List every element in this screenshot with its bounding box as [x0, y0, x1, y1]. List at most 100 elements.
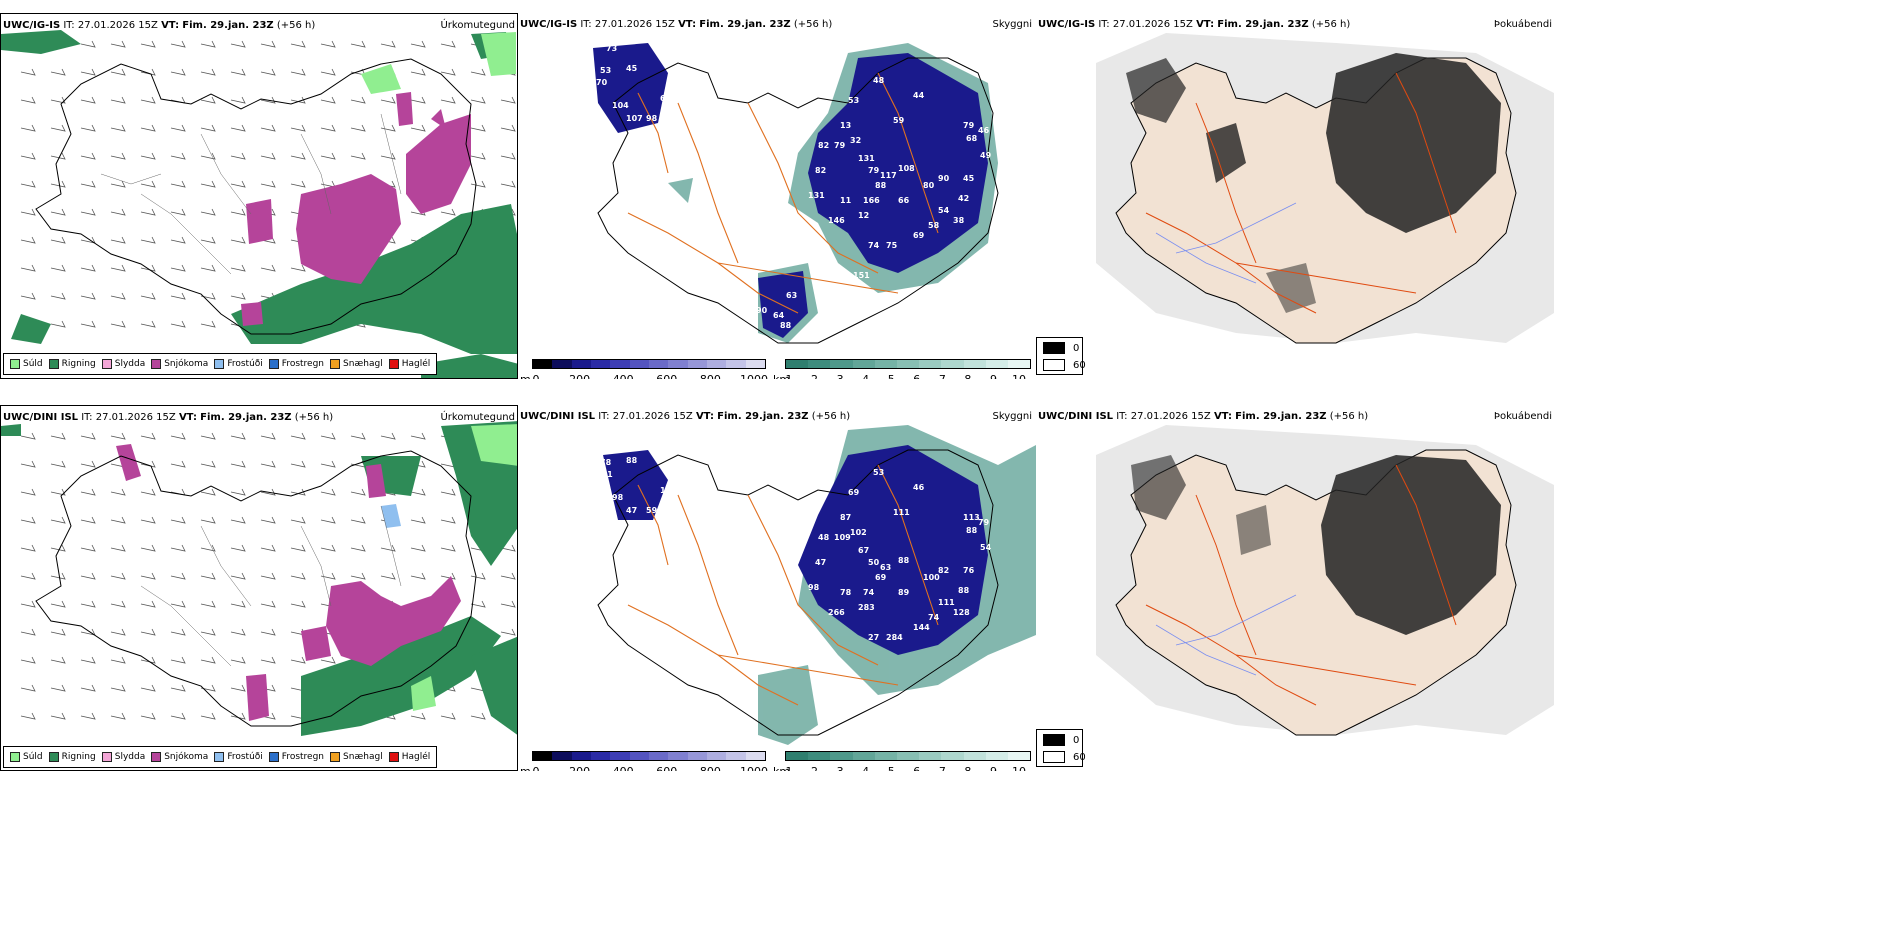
model-name: UWC/IG-IS [3, 20, 61, 31]
lead-time: (+56 h) [294, 412, 334, 423]
colorbar-tick: 800 [700, 373, 721, 379]
fog-legend-label-60: 60 [1073, 751, 1086, 763]
wind-barb [140, 544, 156, 552]
iceland-coastline [35, 450, 477, 727]
wind-barb [200, 152, 216, 160]
colorbar-tick: 600 [656, 373, 677, 379]
wind-barb [230, 68, 246, 76]
visibility-value-label: 64 [773, 311, 785, 320]
vt-label: VT: [178, 412, 197, 423]
visibility-value-label: 112 [753, 201, 770, 210]
colorbar-tick: 200 [569, 765, 590, 771]
colorbar-tick: 8 [964, 373, 971, 379]
colorbar-tick: 2 [811, 373, 818, 379]
precip-legend-label: Slydda [114, 359, 146, 369]
wind-barb [170, 628, 186, 636]
wind-barb [140, 600, 156, 608]
colorbar-cells [785, 751, 1031, 761]
wind-barb [50, 488, 66, 496]
wind-barb [410, 40, 426, 48]
wind-barb [170, 516, 186, 524]
wind-barb [320, 124, 336, 132]
wind-barb [380, 544, 396, 552]
wind-barb [260, 180, 276, 188]
wind-barb [410, 432, 426, 440]
wind-barb [140, 68, 156, 76]
wind-barb [140, 684, 156, 692]
wind-barb [50, 712, 66, 720]
wind-barb [50, 320, 66, 328]
vt-value: Fim. 29.jan. 23Z [699, 19, 791, 30]
wind-barb [230, 628, 246, 636]
wind-barb [410, 124, 426, 132]
wind-barb [80, 320, 96, 328]
wind-barb [260, 460, 276, 468]
visibility-value-label: 144 [913, 623, 930, 632]
wind-barb [380, 152, 396, 160]
colorbar-cell [552, 752, 572, 760]
wind-barb [20, 152, 36, 160]
wind-barb [20, 628, 36, 636]
colorbar-cell [919, 360, 942, 368]
wind-barb [410, 572, 426, 580]
precip-legend-item: Frostúði [214, 752, 263, 762]
colorbar-tick: 2 [811, 765, 818, 771]
colorbar-cell [590, 752, 611, 760]
colorbar-tick: 10 [1012, 765, 1026, 771]
colorbar-cell [610, 752, 630, 760]
colorbar-cell [687, 752, 707, 760]
precip-legend-label: Frostúði [227, 752, 263, 762]
fog-panel-label: Þokuábendi [1493, 19, 1552, 30]
wind-barb [500, 96, 516, 104]
precip-legend-item: Frostúði [214, 359, 263, 369]
colorbar-cell [533, 360, 553, 368]
visibility-value-label: 46 [913, 483, 925, 492]
wind-barb [260, 488, 276, 496]
wind-barb [440, 516, 456, 524]
wind-barb [140, 292, 156, 300]
wind-barb [20, 96, 36, 104]
precip-legend-label: Rigning [61, 359, 96, 369]
wind-barb [200, 460, 216, 468]
wind-barb [440, 68, 456, 76]
wind-barb [140, 152, 156, 160]
visibility-value-label: 59 [646, 506, 658, 515]
wind-barb [170, 68, 186, 76]
panel-title: UWC/IG-IS IT: 27.01.2026 15Z VT: Fim. 29… [520, 19, 832, 30]
low-cloud-blue-areas [593, 43, 988, 338]
visibility-value-label: 166 [863, 196, 880, 205]
visibility-value-label: 44 [913, 91, 925, 100]
visibility-value-label: 131 [858, 154, 875, 163]
wind-barb [50, 208, 66, 216]
wind-barb [80, 516, 96, 524]
wind-barb [140, 96, 156, 104]
visibility-colorbar: km1 2 3 4 5 6 7 8 9 10 [773, 359, 1036, 379]
wind-barb [20, 208, 36, 216]
wind-barb [380, 432, 396, 440]
colorbar-cell [896, 752, 920, 760]
colorbar-cell [648, 752, 669, 760]
vt-label: VT: [695, 411, 714, 422]
panel-title: UWC/DINI ISL IT: 27.01.2026 15Z VT: Fim.… [1038, 411, 1368, 422]
wind-barb [140, 712, 156, 720]
wind-barb [410, 712, 426, 720]
it-label: IT: [598, 411, 610, 422]
wind-barb [110, 712, 126, 720]
wind-barb [20, 236, 36, 244]
wind-barb [260, 628, 276, 636]
wind-barb [260, 544, 276, 552]
visibility-panel-top: UWC/IG-IS IT: 27.01.2026 15Z VT: Fim. 29… [518, 13, 1036, 379]
precip-map [1, 30, 517, 378]
fog-index-panel-top: UWC/IG-IS IT: 27.01.2026 15Z VT: Fim. 29… [1036, 13, 1554, 379]
wind-barb [470, 600, 486, 608]
wind-barb [110, 432, 126, 440]
colorbar-tick: 5 [888, 373, 895, 379]
wind-barb [200, 264, 216, 272]
visibility-value-label: 266 [828, 608, 845, 617]
visibility-value-label: 108 [898, 164, 915, 173]
visibility-value-label: 78 [600, 458, 612, 467]
colorbar-cell [874, 752, 897, 760]
wind-barb [170, 712, 186, 720]
precip-type-panel-top: UWC/IG-IS IT: 27.01.2026 15Z VT: Fim. 29… [0, 13, 518, 379]
